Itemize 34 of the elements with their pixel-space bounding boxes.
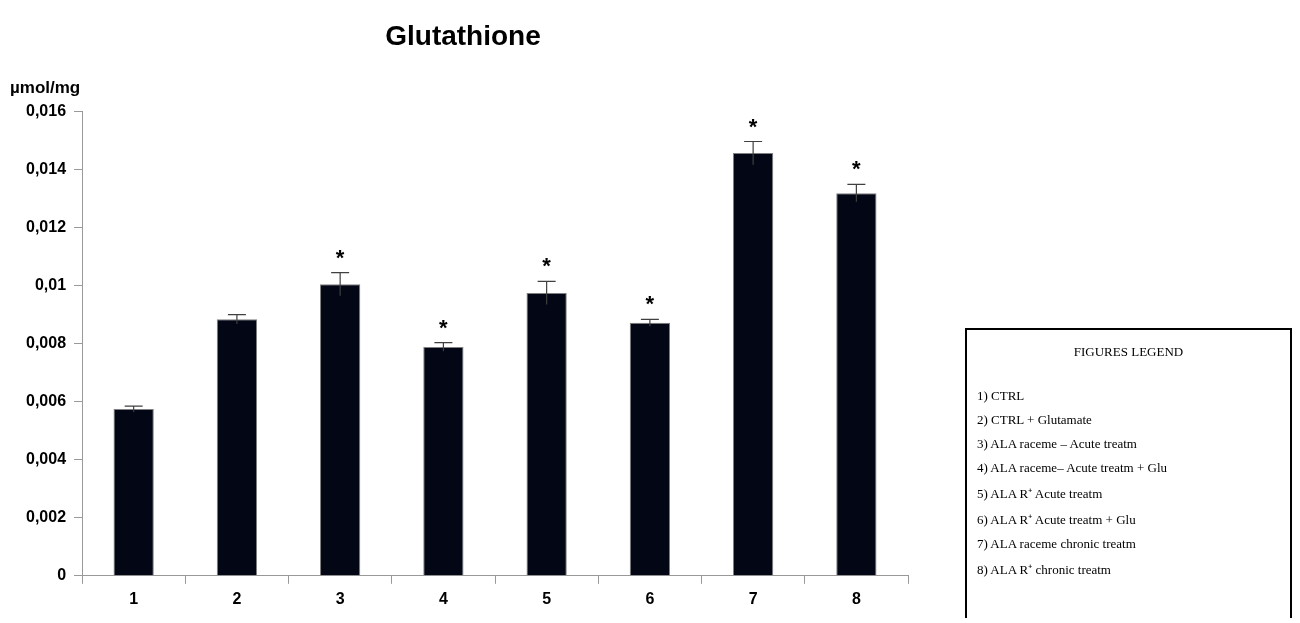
y-tick-label: 0,012 bbox=[25, 218, 67, 236]
text: FIGURES LEGEND bbox=[1072, 344, 1185, 360]
x-tick-label: 6 bbox=[645, 589, 655, 607]
annotation: * bbox=[645, 291, 655, 317]
y-tick-label: 0,002 bbox=[25, 508, 67, 526]
annotation: * bbox=[748, 113, 758, 139]
text: 5) ALA R⁺ Acute treatm bbox=[977, 485, 1104, 502]
x-tick-label: 4 bbox=[438, 589, 448, 607]
text: 6) ALA R⁺ Acute treatm + Glu bbox=[977, 511, 1137, 528]
text: 7) ALA raceme chronic treatm bbox=[977, 536, 1137, 552]
x-tick-label: 3 bbox=[335, 589, 345, 607]
text: 4) ALA raceme– Acute treatm + Glu bbox=[977, 460, 1168, 476]
x-tick-label: 8 bbox=[851, 589, 861, 607]
text: 1) CTRL bbox=[977, 388, 1026, 404]
y-tick-label: 0,004 bbox=[25, 450, 67, 468]
annotation: * bbox=[335, 244, 345, 270]
y-tick-label: 0 bbox=[57, 566, 67, 584]
chart-title: Glutathione bbox=[385, 19, 541, 51]
text: 8) ALA R⁺ chronic treatm bbox=[977, 561, 1112, 578]
y-tick-label: 0,006 bbox=[25, 392, 67, 410]
x-tick-label: 1 bbox=[129, 589, 139, 607]
y-tick-label: 0,014 bbox=[25, 160, 67, 178]
y-tick-label: 0,008 bbox=[25, 334, 67, 352]
text: 2) CTRL + Glutamate bbox=[977, 412, 1093, 428]
x-tick-label: 5 bbox=[542, 589, 552, 607]
text: 3) ALA raceme – Acute treatm bbox=[977, 436, 1138, 452]
annotation: * bbox=[439, 314, 449, 340]
annotation: * bbox=[542, 253, 552, 279]
x-tick-label: 2 bbox=[232, 589, 242, 607]
y-tick-label: 0,01 bbox=[34, 276, 67, 294]
y-tick-label: 0,016 bbox=[25, 102, 67, 120]
annotation: * bbox=[852, 156, 862, 182]
x-tick-label: 7 bbox=[748, 589, 758, 607]
y-axis-title: µmol/mg bbox=[10, 77, 81, 97]
